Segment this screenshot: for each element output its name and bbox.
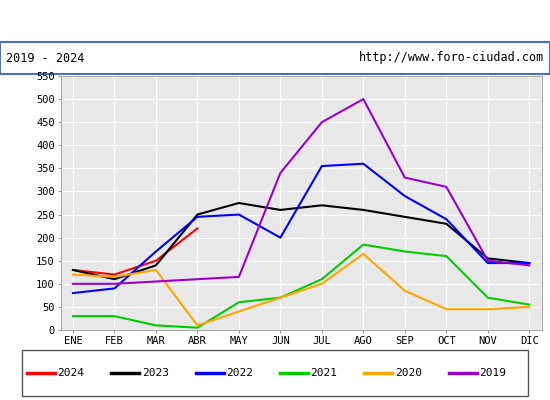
2021 [277,295,284,300]
2023 [318,203,325,208]
2023 [152,263,159,268]
Text: 2024: 2024 [57,368,84,378]
2019 [277,170,284,175]
2020 [277,295,284,300]
2024 [152,258,159,263]
Text: 2019 - 2024: 2019 - 2024 [6,52,84,64]
2024 [70,268,76,272]
2021 [526,302,532,307]
2023 [235,201,242,206]
Text: Evolucion Nº Turistas Extranjeros en el municipio de Guaro: Evolucion Nº Turistas Extranjeros en el … [79,14,471,28]
2019 [485,258,491,263]
2021 [70,314,76,318]
2022 [152,249,159,254]
Line: 2023: 2023 [73,203,529,279]
2023 [443,221,450,226]
2022 [70,291,76,296]
FancyBboxPatch shape [22,350,528,396]
2021 [194,325,201,330]
2021 [235,300,242,305]
2020 [318,282,325,286]
2019 [194,277,201,282]
2021 [360,242,367,247]
2021 [443,254,450,258]
2022 [235,212,242,217]
2021 [485,295,491,300]
2020 [360,252,367,256]
2023 [526,261,532,266]
2019 [152,279,159,284]
2020 [443,307,450,312]
2021 [152,323,159,328]
2019 [111,282,118,286]
2021 [402,249,408,254]
2022 [194,214,201,219]
2023 [111,277,118,282]
2020 [526,304,532,309]
2020 [70,272,76,277]
2019 [360,97,367,102]
Text: 2020: 2020 [395,368,422,378]
2022 [318,164,325,168]
2019 [443,184,450,189]
2022 [443,217,450,222]
Text: 2022: 2022 [226,368,253,378]
Text: http://www.foro-ciudad.com: http://www.foro-ciudad.com [359,52,544,64]
2022 [111,286,118,291]
2022 [360,161,367,166]
2019 [318,120,325,124]
2023 [194,212,201,217]
2023 [277,208,284,212]
2019 [70,282,76,286]
2020 [152,268,159,272]
2023 [485,256,491,261]
2022 [402,194,408,198]
2023 [360,208,367,212]
2020 [111,274,118,279]
Line: 2024: 2024 [73,228,197,274]
2024 [194,226,201,231]
2022 [485,261,491,266]
Line: 2020: 2020 [73,254,529,325]
2021 [318,277,325,282]
Line: 2022: 2022 [73,164,529,293]
2020 [194,323,201,328]
2020 [235,309,242,314]
Text: 2019: 2019 [479,368,506,378]
2020 [402,288,408,293]
Line: 2021: 2021 [73,244,529,328]
2023 [70,268,76,272]
2024 [111,272,118,277]
2022 [277,235,284,240]
2023 [402,214,408,219]
Line: 2019: 2019 [73,99,529,284]
2020 [485,307,491,312]
2022 [526,261,532,266]
Text: 2023: 2023 [142,368,169,378]
2019 [235,274,242,279]
2021 [111,314,118,318]
2019 [402,175,408,180]
Text: 2021: 2021 [310,368,337,378]
2019 [526,263,532,268]
